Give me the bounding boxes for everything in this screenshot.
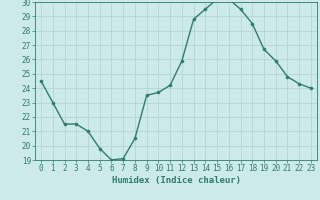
X-axis label: Humidex (Indice chaleur): Humidex (Indice chaleur) (111, 176, 241, 185)
